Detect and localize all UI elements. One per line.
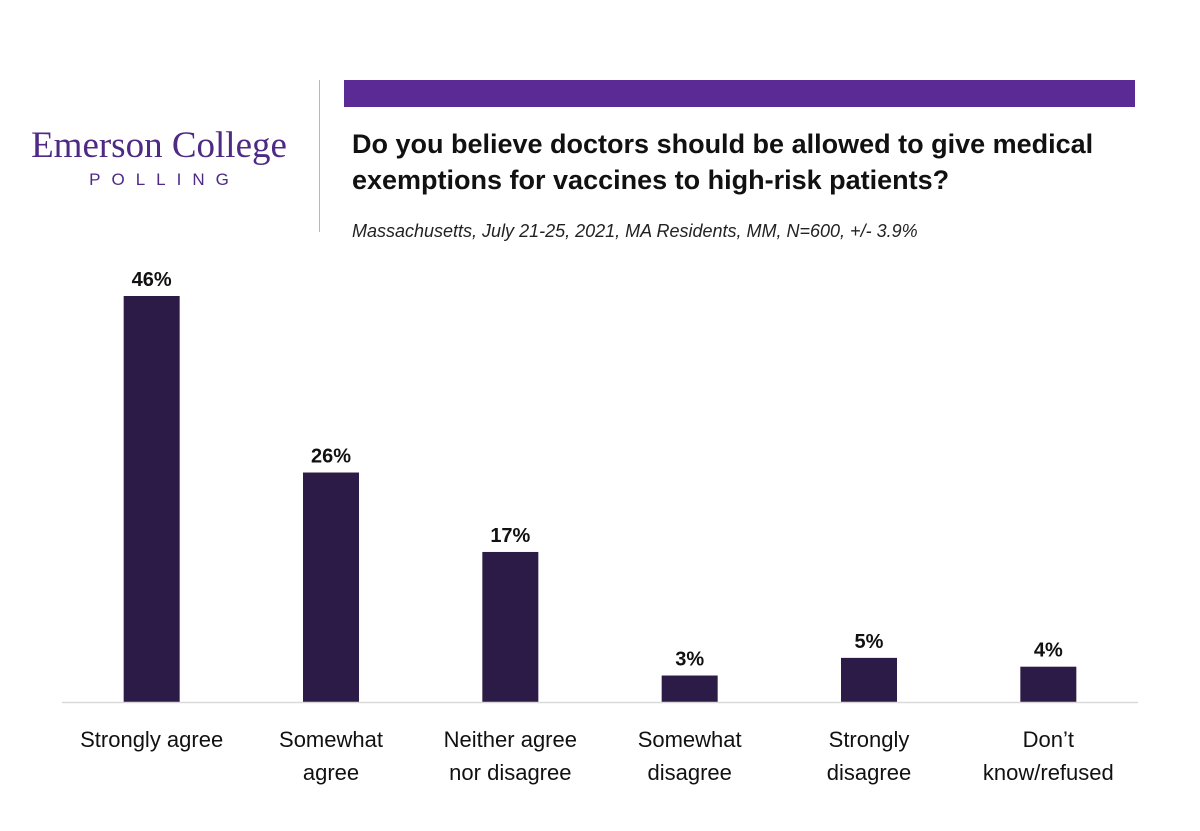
header-divider (319, 80, 320, 232)
data-label-1: 26% (311, 446, 351, 468)
category-label-5: Don’t know/refused (983, 727, 1114, 785)
bar-1 (303, 472, 359, 702)
bar-3 (661, 675, 718, 702)
data-label-3: 3% (675, 649, 704, 671)
bar-0 (123, 296, 180, 702)
bar-4 (841, 657, 897, 702)
category-label-2: Neither agree nor disagree (444, 727, 577, 785)
category-label-0: Strongly agree (80, 727, 223, 752)
category-label-1: Somewhat agree (279, 727, 383, 785)
data-label-0: 46% (132, 269, 172, 291)
logo-wordmark: Emerson College (31, 125, 287, 166)
category-label-4: Strongly disagree (827, 727, 911, 785)
data-label-2: 17% (490, 525, 530, 547)
bar-5 (1020, 666, 1077, 702)
header-accent-bar (344, 80, 1135, 107)
emerson-logo: Emerson College POLLING (0, 124, 318, 192)
data-label-5: 4% (1034, 640, 1063, 662)
bar-2 (482, 551, 539, 702)
data-label-4: 5% (855, 631, 884, 653)
logo-subtitle: POLLING (89, 170, 240, 189)
chart-subtitle: Massachusetts, July 21-25, 2021, MA Resi… (352, 221, 918, 241)
category-label-3: Somewhat disagree (638, 727, 742, 785)
chart-title: Do you believe doctors should be allowed… (352, 129, 1094, 195)
